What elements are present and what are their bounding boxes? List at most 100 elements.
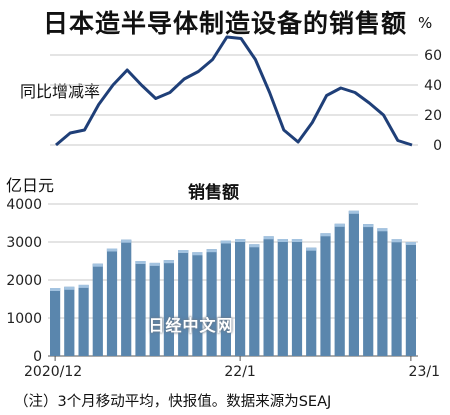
sales-bar	[291, 239, 303, 356]
sales-bars	[50, 210, 416, 356]
line-chart-grid	[50, 54, 418, 146]
sales-bar	[334, 223, 345, 356]
sales-bar-body	[106, 248, 118, 356]
sales-bar	[192, 252, 203, 356]
sales-bar-cap	[178, 250, 189, 253]
sales-bar	[135, 261, 146, 356]
bar-y-tick-label: 4000	[6, 197, 42, 213]
sales-bar-cap	[149, 262, 160, 266]
sales-bar-cap	[50, 288, 61, 291]
sales-bar-cap	[334, 223, 345, 227]
sales-bar-cap	[405, 242, 416, 245]
sales-bar	[391, 239, 402, 356]
sales-bar	[149, 262, 160, 356]
sales-bar-cap	[320, 233, 331, 237]
sales-bar	[277, 239, 288, 356]
footnote: （注）3个月移动平均，快报值。数据来源为SEAJ	[14, 394, 332, 410]
sales-bar-body	[50, 288, 61, 356]
sales-bar-cap	[306, 247, 317, 251]
sales-bar-body	[235, 239, 246, 356]
line-y-tick-label: 20	[424, 108, 442, 124]
sales-bar	[206, 249, 217, 356]
sales-bar-cap	[363, 224, 374, 228]
sales-bar-body	[121, 239, 132, 356]
sales-bar-body	[405, 242, 416, 356]
sales-bar	[320, 233, 331, 356]
sales-bar-body	[220, 240, 231, 356]
sales-bar	[249, 244, 260, 356]
sales-bar-cap	[135, 261, 146, 264]
sales-bar-body	[192, 252, 203, 356]
sales-bar-cap	[92, 263, 103, 267]
sales-bar	[377, 228, 388, 356]
sales-bar-body	[206, 249, 217, 356]
sales-bar-cap	[121, 239, 132, 243]
sales-bar-cap	[291, 239, 303, 242]
line-y-tick-label: 0	[433, 138, 442, 154]
sales-bar-body	[334, 223, 345, 356]
sales-bar-body	[178, 250, 189, 356]
percent-unit-label: %	[418, 14, 433, 32]
sales-bar	[348, 210, 359, 356]
sales-bar	[306, 247, 317, 356]
sales-bar	[50, 288, 61, 356]
bar-y-tick-label: 0	[33, 349, 42, 365]
sales-bar-cap	[163, 260, 174, 264]
bar-x-tick-label: 23/1	[409, 364, 440, 380]
sales-bar	[235, 239, 246, 356]
sales-bar-body	[320, 233, 331, 356]
sales-bar-body	[135, 261, 146, 356]
sales-bar	[78, 284, 89, 356]
bar-chart-x-ticks: 2020/12 22/1 23/1	[24, 356, 440, 380]
sales-bar	[163, 260, 174, 356]
sales-bar	[64, 286, 75, 356]
line-y-tick-label: 40	[424, 78, 442, 94]
sales-bar	[263, 236, 274, 356]
sales-bar-cap	[235, 239, 246, 242]
sales-bar-body	[291, 239, 303, 356]
sales-bar-body	[391, 239, 402, 356]
sales-bar-cap	[220, 240, 231, 244]
sales-bar-cap	[391, 239, 402, 243]
sales-bar-body	[263, 236, 274, 356]
sales-bar	[92, 263, 103, 356]
sales-bar-cap	[106, 248, 118, 252]
bar-unit-label: 亿日元	[6, 176, 55, 195]
sales-bar-body	[306, 247, 317, 356]
sales-bar-body	[64, 286, 75, 356]
bar-y-tick-label: 3000	[6, 235, 42, 251]
watermark: 日经中文网	[148, 316, 234, 335]
line-chart-y-ticks: 60 40 20 0	[424, 48, 442, 154]
sales-bar	[363, 224, 374, 356]
sales-bar	[106, 248, 118, 356]
sales-bar-cap	[263, 236, 274, 240]
yoy-growth-line	[55, 35, 413, 147]
sales-bar-body	[277, 239, 288, 356]
sales-bar-cap	[64, 286, 75, 290]
sales-bar-cap	[377, 228, 388, 232]
bar-chart-title: 销售额	[188, 183, 239, 203]
sales-bar-cap	[78, 284, 89, 288]
bar-chart-y-ticks: 4000 3000 2000 1000 0	[6, 197, 42, 365]
line-chart-label: 同比增减率	[20, 82, 101, 101]
sales-bar-cap	[249, 244, 260, 248]
sales-bar-body	[348, 210, 359, 356]
line-y-tick-label: 60	[424, 48, 442, 64]
sales-bar-body	[92, 263, 103, 356]
bar-y-tick-label: 2000	[6, 273, 42, 289]
sales-bar	[178, 250, 189, 356]
sales-bar-body	[377, 228, 388, 356]
sales-bar-body	[149, 262, 160, 356]
sales-bar-body	[78, 284, 89, 356]
sales-bar	[220, 240, 231, 356]
sales-bar	[121, 239, 132, 356]
bar-x-tick-label: 2020/12	[24, 364, 82, 380]
chart-title: 日本造半导体制造设备的销售额	[42, 9, 407, 38]
sales-bar-body	[363, 224, 374, 356]
sales-bar-body	[249, 244, 260, 356]
sales-bar-cap	[192, 252, 203, 256]
bar-y-tick-label: 1000	[6, 311, 42, 327]
sales-bar	[405, 242, 416, 356]
sales-bar-body	[163, 260, 174, 356]
